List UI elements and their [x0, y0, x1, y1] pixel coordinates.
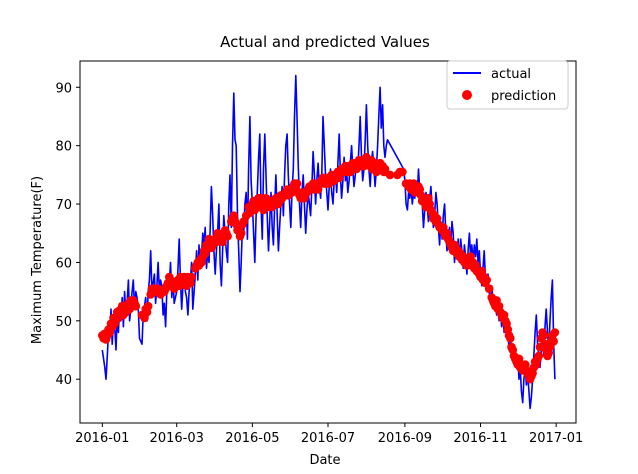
- legend: actual prediction: [446, 60, 569, 110]
- prediction-point: [398, 167, 407, 177]
- x-tick-label: 2016-09: [378, 431, 432, 446]
- x-tick-label: 2016-05: [225, 431, 279, 446]
- y-tick-label: 50: [55, 315, 72, 330]
- prediction-point: [534, 351, 544, 361]
- prediction-point: [549, 337, 558, 346]
- legend-prediction-marker: [462, 90, 472, 100]
- chart-title: Actual and predicted Values: [220, 33, 430, 51]
- prediction-point: [482, 275, 492, 285]
- y-tick-label: 60: [55, 256, 72, 271]
- prediction-point: [292, 179, 302, 188]
- prediction-point: [223, 231, 232, 241]
- x-axis-ticks: 2016-01 2016-03 2016-05 2016-07 2016-09 2016-…: [75, 423, 583, 446]
- plot-area: [98, 74, 560, 410]
- prediction-point: [380, 164, 390, 174]
- x-tick-label: 2017-01: [529, 431, 583, 446]
- x-tick-label: 2016-07: [301, 431, 355, 446]
- prediction-point: [187, 272, 196, 282]
- prediction-point: [506, 334, 515, 343]
- x-tick-label: 2016-11: [453, 431, 507, 446]
- prediction-point: [550, 328, 560, 337]
- x-tick-label: 2016-01: [75, 431, 129, 446]
- x-tick-label: 2016-03: [150, 431, 204, 446]
- prediction-point: [484, 284, 494, 294]
- prediction-point: [539, 331, 549, 340]
- legend-label-prediction: prediction: [491, 89, 556, 104]
- axes-frame: [79, 60, 577, 424]
- prediction-point: [131, 301, 141, 311]
- y-tick-label: 70: [55, 198, 72, 213]
- y-tick-label: 90: [55, 81, 72, 96]
- x-axis-label: Date: [309, 453, 340, 468]
- y-tick-label: 40: [55, 373, 72, 388]
- y-axis-ticks: 40 50 60 70 80 90: [55, 81, 80, 388]
- legend-label-actual: actual: [491, 67, 531, 82]
- y-tick-label: 80: [55, 140, 72, 155]
- prediction-point: [143, 301, 153, 311]
- y-axis-label: Maximum Temperature(F): [30, 176, 45, 344]
- prediction-point: [236, 228, 246, 238]
- prediction-point: [385, 170, 395, 180]
